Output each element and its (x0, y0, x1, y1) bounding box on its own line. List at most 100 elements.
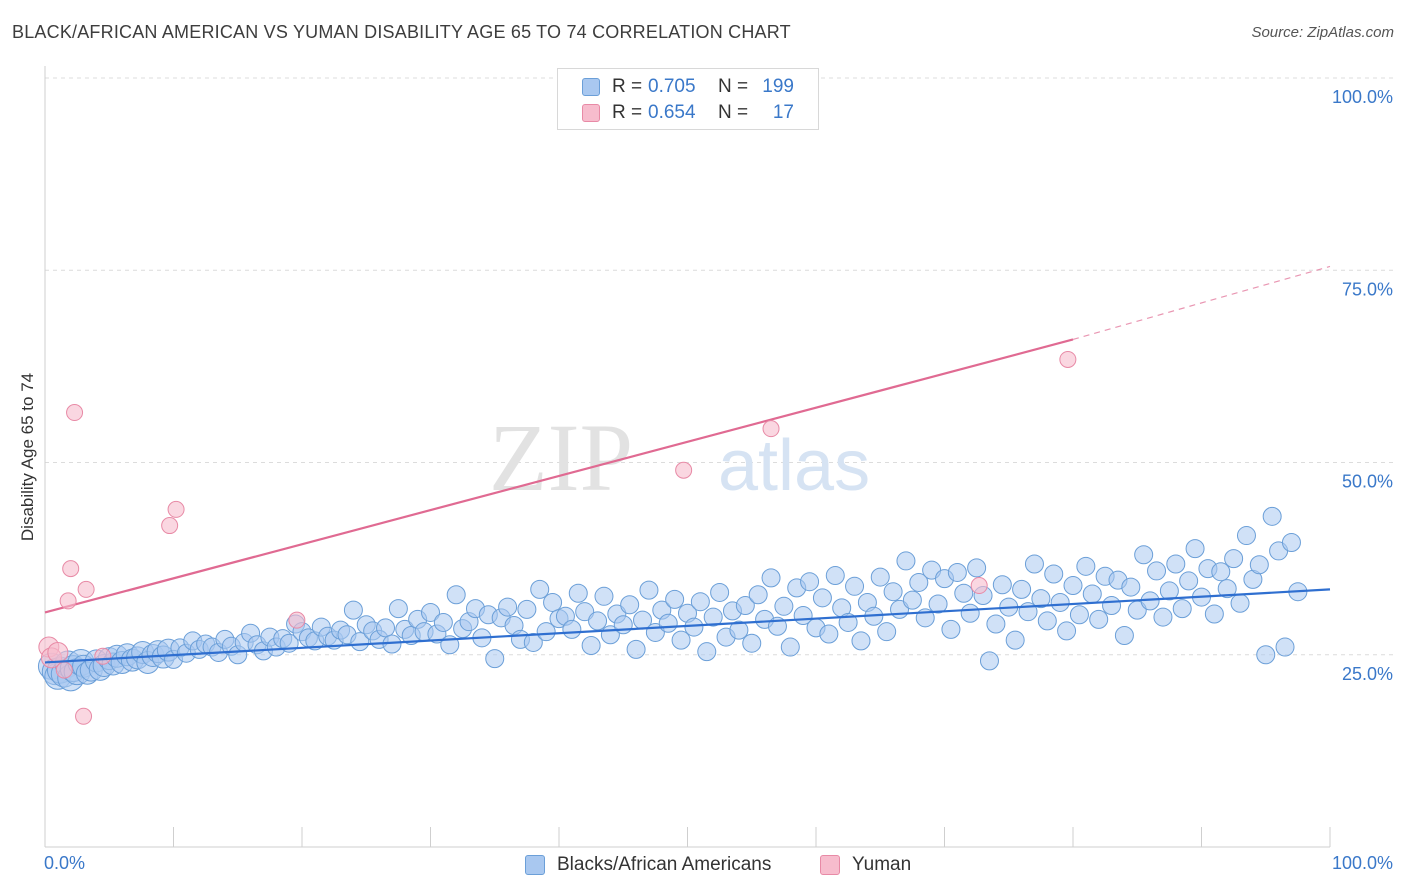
data-point (812, 588, 832, 608)
data-point (675, 461, 693, 479)
data-point (94, 647, 112, 665)
tick-labels: 100.0% 75.0% 50.0% 25.0% 0.0% 100.0% (44, 87, 1393, 873)
trend-line (44, 338, 1074, 614)
legend-r-value: 0.705 (648, 76, 696, 97)
legend-row-yuman: R = 0.654 N = 17 (582, 100, 794, 126)
data-point (376, 618, 396, 638)
data-point (594, 586, 614, 606)
data-point (77, 580, 95, 598)
data-point (761, 568, 781, 588)
trend-line (44, 588, 1331, 664)
data-point (941, 619, 961, 639)
data-point (485, 649, 505, 669)
legend: R = 0.705 N = 199 R = 0.654 N = 17 (557, 68, 819, 130)
axes (44, 66, 1331, 848)
data-point (780, 637, 800, 657)
data-point (954, 583, 974, 603)
data-point (1153, 607, 1173, 627)
data-point (703, 607, 723, 627)
data-point (1024, 554, 1044, 574)
bottom-legend-yuman: Yuman (820, 852, 911, 878)
source-label: Source: ZipAtlas.com (1251, 24, 1394, 41)
data-point (1031, 589, 1051, 609)
legend-n-label: N = (718, 76, 749, 97)
data-point (639, 580, 659, 600)
data-point (1012, 579, 1032, 599)
data-point (1185, 539, 1205, 559)
data-point (167, 500, 185, 518)
y-tick-label: 75.0% (1342, 279, 1393, 299)
data-point (1147, 561, 1167, 581)
black-trend-line (44, 588, 1331, 664)
data-point (350, 632, 370, 652)
data-point (1236, 526, 1256, 546)
legend-r-label: R = (612, 76, 643, 97)
data-point (967, 558, 987, 578)
data-point (1134, 545, 1154, 565)
data-point (588, 611, 608, 631)
data-point (1102, 596, 1122, 616)
data-point (851, 631, 871, 651)
data-point (1217, 579, 1237, 599)
data-point (626, 639, 646, 659)
data-point (1211, 562, 1231, 582)
data-point (1172, 599, 1192, 619)
data-point (819, 624, 839, 644)
data-point (613, 615, 633, 635)
data-point (517, 599, 537, 619)
data-point (762, 420, 780, 438)
y-tick-label: 50.0% (1342, 472, 1393, 492)
data-point (877, 622, 897, 642)
bottom-legend-swatch-black (525, 855, 545, 875)
data-point (1114, 626, 1134, 646)
data-point (684, 617, 704, 637)
data-point (1204, 604, 1224, 624)
data-point (1059, 350, 1077, 368)
watermark: ZIP atlas (489, 404, 870, 511)
data-point (421, 602, 440, 622)
data-point (59, 592, 77, 610)
data-point (1166, 554, 1186, 574)
data-point (1224, 549, 1244, 569)
bottom-legend-black: Blacks/African Americans (525, 852, 771, 878)
watermark-zip: ZIP (489, 404, 633, 511)
bottom-legend-swatch-yuman (820, 855, 840, 875)
data-point (1037, 611, 1057, 631)
data-point (710, 582, 730, 602)
legend-swatch-black (582, 78, 600, 96)
data-point (870, 567, 890, 587)
data-point (1262, 506, 1282, 526)
data-point (433, 612, 453, 632)
data-point (979, 651, 999, 671)
data-point (530, 579, 550, 599)
data-point (1063, 576, 1083, 596)
yuman-trend-line (44, 265, 1331, 614)
data-point (960, 603, 980, 623)
data-point (845, 576, 865, 596)
data-point (1121, 577, 1141, 597)
legend-n-value: 199 (762, 76, 794, 97)
data-point (446, 585, 466, 605)
data-point (1275, 637, 1295, 657)
data-point (909, 572, 929, 592)
data-point (562, 619, 582, 639)
data-point (75, 707, 93, 725)
legend-swatch-yuman (582, 104, 600, 122)
data-point (1089, 609, 1109, 629)
data-point (1179, 571, 1199, 591)
yuman-series-points (38, 69, 1077, 725)
data-point (1050, 592, 1070, 612)
legend-row-black: R = 0.705 N = 199 (582, 74, 794, 100)
data-point (986, 614, 1006, 634)
x-tick-label: 0.0% (44, 853, 85, 873)
data-point (1249, 555, 1269, 575)
data-point (288, 611, 306, 629)
data-point (1082, 584, 1102, 604)
data-point (1044, 564, 1064, 584)
data-point (896, 551, 916, 571)
data-point (735, 596, 755, 616)
data-point (742, 633, 762, 653)
data-point (523, 632, 543, 652)
data-point (825, 566, 845, 586)
